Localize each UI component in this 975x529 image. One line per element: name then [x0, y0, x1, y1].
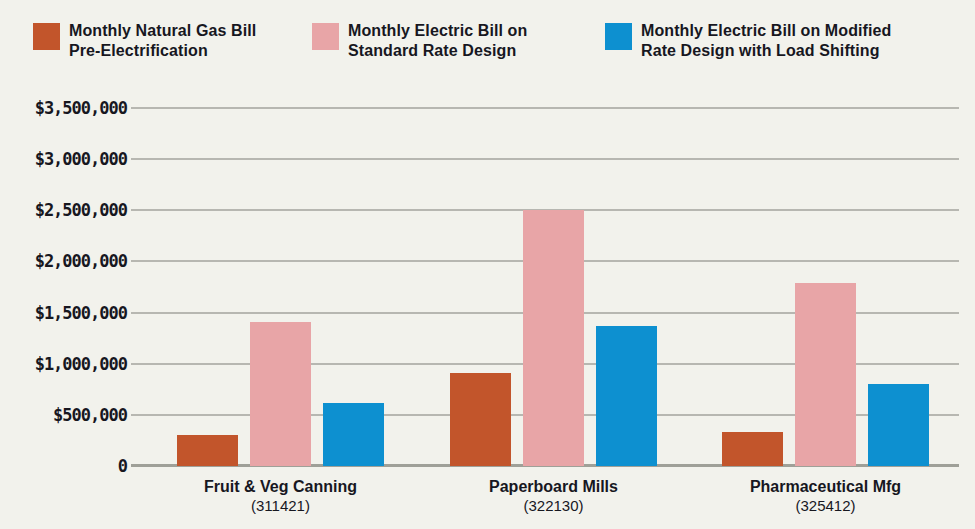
category-code: (311421)	[157, 496, 404, 515]
bar	[868, 384, 929, 466]
legend-label-line2: Rate Design with Load Shifting	[641, 41, 891, 61]
y-tick-label: $2,000,000	[35, 250, 127, 272]
legend-label-line2: Standard Rate Design	[348, 41, 527, 61]
y-tick-label: 0	[118, 455, 127, 477]
plot-area: Fruit & Veg Canning(311421) Paperboard Mi…	[131, 108, 959, 466]
legend-label-line2: Pre-Electrification	[69, 41, 256, 61]
legend-label-line1: Monthly Natural Gas Bill	[69, 21, 256, 41]
legend-item-natural-gas: Monthly Natural Gas Bill Pre-Electrifica…	[33, 21, 256, 61]
legend-label-electric-modified: Monthly Electric Bill on Modified Rate D…	[641, 21, 891, 61]
legend-label-natural-gas: Monthly Natural Gas Bill Pre-Electrifica…	[69, 21, 256, 61]
legend-swatch-electric-modified	[605, 23, 632, 50]
monthly-bill-bar-chart: Monthly Natural Gas Bill Pre-Electrifica…	[0, 0, 975, 529]
legend-swatch-natural-gas	[33, 23, 60, 50]
legend-item-electric-standard: Monthly Electric Bill on Standard Rate D…	[312, 21, 527, 61]
category-name: Paperboard Mills	[430, 477, 677, 496]
bar	[323, 403, 384, 466]
category-name: Fruit & Veg Canning	[157, 477, 404, 496]
bar	[523, 210, 584, 466]
y-tick-label: $1,500,000	[35, 302, 127, 324]
legend-label-line1: Monthly Electric Bill on	[348, 21, 527, 41]
y-tick-label: $3,000,000	[35, 148, 127, 170]
x-axis-label: Paperboard Mills(322130)	[430, 477, 677, 515]
legend-label-electric-standard: Monthly Electric Bill on Standard Rate D…	[348, 21, 527, 61]
bar-group: Fruit & Veg Canning(311421)	[177, 108, 384, 466]
legend-label-line1: Monthly Electric Bill on Modified	[641, 21, 891, 41]
bar	[250, 322, 311, 466]
x-axis-label: Pharmaceutical Mfg(325412)	[702, 477, 949, 515]
category-code: (322130)	[430, 496, 677, 515]
bar	[450, 373, 511, 466]
bar-groups-layer: Fruit & Veg Canning(311421) Paperboard Mi…	[131, 108, 959, 466]
bar	[722, 432, 783, 466]
y-tick-label: $500,000	[53, 404, 127, 426]
bar	[177, 435, 238, 466]
y-tick-label: $3,500,000	[35, 97, 127, 119]
legend-swatch-electric-standard	[312, 23, 339, 50]
y-tick-label: $2,500,000	[35, 199, 127, 221]
legend-item-electric-modified: Monthly Electric Bill on Modified Rate D…	[605, 21, 891, 61]
y-axis-ticks: 0$500,000$1,000,000$1,500,000$2,000,000$…	[0, 108, 127, 466]
category-code: (325412)	[702, 496, 949, 515]
bar-group: Paperboard Mills(322130)	[450, 108, 657, 466]
bar	[596, 326, 657, 466]
y-tick-label: $1,000,000	[35, 353, 127, 375]
x-axis-label: Fruit & Veg Canning(311421)	[157, 477, 404, 515]
bar	[795, 283, 856, 466]
bar-group: Pharmaceutical Mfg(325412)	[722, 108, 929, 466]
category-name: Pharmaceutical Mfg	[702, 477, 949, 496]
